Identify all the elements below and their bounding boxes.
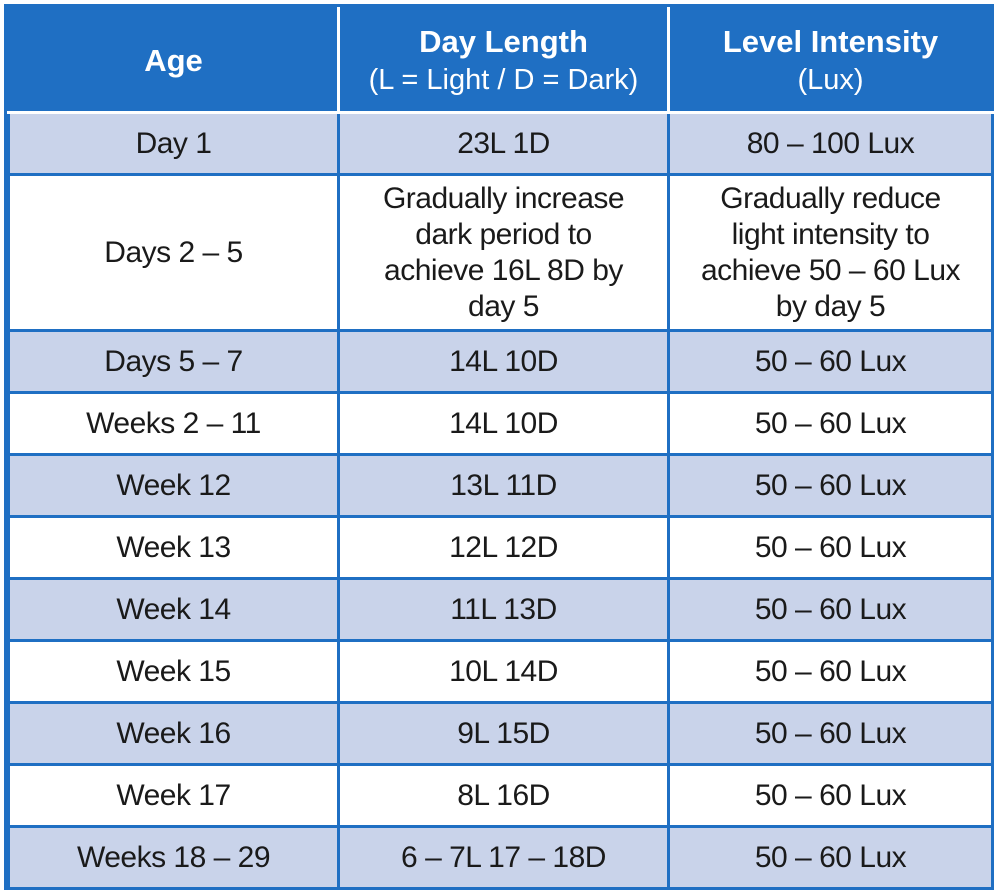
- cell-age: Day 1: [7, 111, 340, 176]
- cell-day-length: 12L 12D: [337, 515, 670, 580]
- cell-age: Week 16: [7, 701, 340, 766]
- header-day-length-sublabel: (L = Light / D = Dark): [368, 63, 639, 96]
- cell-age: Week 14: [7, 577, 340, 642]
- lighting-program-table-wrapper: Age Day Length (L = Light / D = Dark) Le…: [4, 4, 994, 890]
- cell-intensity: 50 – 60 Lux: [667, 577, 994, 642]
- table-row: Weeks 2 – 11 14L 10D 50 – 60 Lux: [7, 391, 994, 456]
- header-row: Age Day Length (L = Light / D = Dark) Le…: [7, 7, 994, 114]
- header-age: Age: [7, 7, 340, 114]
- cell-age: Days 2 – 5: [7, 173, 340, 332]
- cell-age: Week 17: [7, 763, 340, 828]
- cell-intensity: 50 – 60 Lux: [667, 825, 994, 890]
- cell-day-length: 8L 16D: [337, 763, 670, 828]
- cell-day-length: Gradually increase dark period to achiev…: [337, 173, 670, 332]
- cell-intensity: 50 – 60 Lux: [667, 391, 994, 456]
- table-header: Age Day Length (L = Light / D = Dark) Le…: [7, 7, 994, 114]
- cell-intensity: 50 – 60 Lux: [667, 763, 994, 828]
- header-level-intensity-label: Level Intensity: [722, 23, 939, 59]
- cell-intensity: 80 – 100 Lux: [667, 111, 994, 176]
- cell-intensity: Gradually reduce light intensity to achi…: [667, 173, 994, 332]
- table-row: Day 1 23L 1D 80 – 100 Lux: [7, 111, 994, 176]
- cell-day-length: 9L 15D: [337, 701, 670, 766]
- cell-intensity: 50 – 60 Lux: [667, 639, 994, 704]
- cell-day-length: 14L 10D: [337, 329, 670, 394]
- header-day-length-label: Day Length: [419, 23, 588, 59]
- table-row: Days 5 – 7 14L 10D 50 – 60 Lux: [7, 329, 994, 394]
- cell-day-length: 10L 14D: [337, 639, 670, 704]
- table-row: Week 12 13L 11D 50 – 60 Lux: [7, 453, 994, 518]
- table-body: Day 1 23L 1D 80 – 100 Lux Days 2 – 5 Gra…: [7, 111, 994, 890]
- table-row: Week 14 11L 13D 50 – 60 Lux: [7, 577, 994, 642]
- cell-age: Week 15: [7, 639, 340, 704]
- cell-day-length: 23L 1D: [337, 111, 670, 176]
- cell-intensity: 50 – 60 Lux: [667, 515, 994, 580]
- cell-day-length: 6 – 7L 17 – 18D: [337, 825, 670, 890]
- header-age-label: Age: [144, 42, 203, 78]
- header-level-intensity: Level Intensity (Lux): [667, 7, 994, 114]
- table-row: Weeks 18 – 29 6 – 7L 17 – 18D 50 – 60 Lu…: [7, 825, 994, 890]
- cell-intensity: 50 – 60 Lux: [667, 701, 994, 766]
- lighting-program-table: Age Day Length (L = Light / D = Dark) Le…: [7, 7, 994, 890]
- cell-age: Weeks 2 – 11: [7, 391, 340, 456]
- cell-day-length: 14L 10D: [337, 391, 670, 456]
- table-row: Week 16 9L 15D 50 – 60 Lux: [7, 701, 994, 766]
- table-row: Week 13 12L 12D 50 – 60 Lux: [7, 515, 994, 580]
- table-row: Days 2 – 5 Gradually increase dark perio…: [7, 173, 994, 332]
- table-row: Week 17 8L 16D 50 – 60 Lux: [7, 763, 994, 828]
- cell-day-length: 11L 13D: [337, 577, 670, 642]
- cell-intensity: 50 – 60 Lux: [667, 329, 994, 394]
- cell-age: Week 12: [7, 453, 340, 518]
- table-row: Week 15 10L 14D 50 – 60 Lux: [7, 639, 994, 704]
- header-level-intensity-sublabel: (Lux): [797, 63, 864, 96]
- header-day-length: Day Length (L = Light / D = Dark): [337, 7, 670, 114]
- cell-age: Weeks 18 – 29: [7, 825, 340, 890]
- cell-age: Days 5 – 7: [7, 329, 340, 394]
- cell-day-length: 13L 11D: [337, 453, 670, 518]
- cell-age: Week 13: [7, 515, 340, 580]
- cell-intensity: 50 – 60 Lux: [667, 453, 994, 518]
